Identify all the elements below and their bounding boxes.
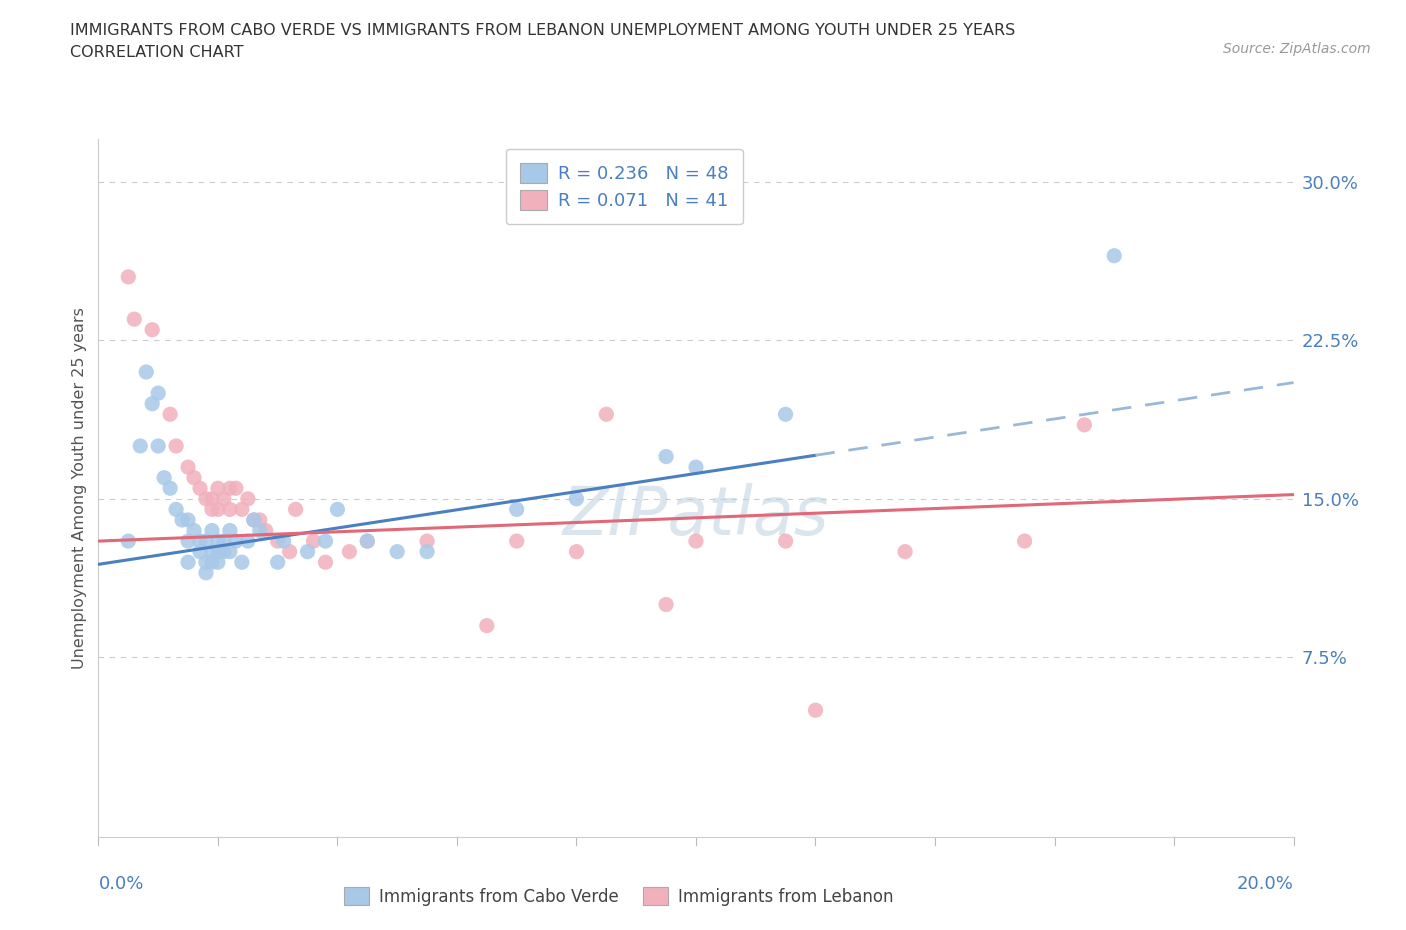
Point (655, 449, 678, 464)
Point (177, 534, 200, 549)
Point (894, 544, 917, 559)
Point (188, 544, 211, 559)
Point (284, 502, 307, 517)
Point (219, 502, 242, 517)
Point (315, 555, 337, 570)
Point (212, 544, 235, 559)
Text: ZIPatlas: ZIPatlas (562, 484, 830, 549)
Point (475, 618, 498, 633)
Point (201, 491, 224, 506)
Point (267, 555, 290, 570)
Point (177, 459, 200, 474)
Point (148, 386, 170, 401)
Point (201, 523, 224, 538)
Point (243, 512, 266, 527)
Point (565, 491, 588, 506)
Point (326, 502, 349, 517)
Point (595, 406, 617, 421)
Text: Source: ZipAtlas.com: Source: ZipAtlas.com (1223, 42, 1371, 56)
Point (183, 523, 205, 538)
Point (117, 534, 139, 549)
Point (201, 555, 224, 570)
Point (159, 406, 181, 421)
Point (416, 544, 439, 559)
Point (231, 555, 253, 570)
Point (141, 323, 163, 338)
Point (177, 555, 200, 570)
Point (249, 512, 271, 527)
Point (775, 534, 797, 549)
Point (506, 534, 529, 549)
Point (775, 406, 797, 421)
Point (356, 534, 378, 549)
Point (148, 439, 170, 454)
Point (1073, 418, 1095, 432)
Point (183, 471, 205, 485)
Point (207, 555, 229, 570)
Point (339, 544, 360, 559)
Point (219, 544, 242, 559)
Point (655, 597, 678, 612)
Point (685, 534, 707, 549)
Point (135, 365, 157, 379)
Point (165, 502, 187, 517)
Point (267, 534, 290, 549)
Point (236, 534, 259, 549)
Point (231, 502, 253, 517)
Point (1104, 248, 1126, 263)
Point (195, 534, 218, 549)
Point (249, 523, 271, 538)
Point (225, 534, 247, 549)
Point (297, 544, 319, 559)
Point (195, 565, 218, 580)
Point (207, 534, 229, 549)
Text: CORRELATION CHART: CORRELATION CHART (70, 45, 243, 60)
Point (201, 502, 224, 517)
Point (141, 396, 163, 411)
Point (129, 439, 152, 454)
Point (177, 512, 200, 527)
Point (207, 544, 229, 559)
Point (159, 481, 181, 496)
Point (1014, 534, 1036, 549)
Point (506, 502, 529, 517)
Point (201, 544, 224, 559)
Text: IMMIGRANTS FROM CABO VERDE VS IMMIGRANTS FROM LEBANON UNEMPLOYMENT AMONG YOUTH U: IMMIGRANTS FROM CABO VERDE VS IMMIGRANTS… (70, 23, 1015, 38)
Point (385, 544, 409, 559)
Point (207, 502, 229, 517)
Point (685, 459, 707, 474)
Point (219, 481, 242, 496)
Point (243, 512, 266, 527)
Point (117, 270, 139, 285)
Point (212, 491, 235, 506)
Text: 0.0%: 0.0% (98, 875, 143, 893)
Point (273, 534, 295, 549)
Point (236, 491, 259, 506)
Point (416, 534, 439, 549)
Point (188, 481, 211, 496)
Point (565, 544, 588, 559)
Point (278, 544, 301, 559)
Point (356, 534, 378, 549)
Legend: R = 0.236   N = 48, R = 0.071   N = 41: R = 0.236 N = 48, R = 0.071 N = 41 (506, 149, 742, 224)
Point (302, 534, 325, 549)
Text: 20.0%: 20.0% (1237, 875, 1294, 893)
Point (219, 523, 242, 538)
Point (188, 534, 211, 549)
Point (804, 703, 827, 718)
Point (195, 555, 218, 570)
Point (225, 481, 247, 496)
Point (153, 471, 176, 485)
Point (195, 491, 218, 506)
Point (124, 312, 146, 326)
Point (165, 439, 187, 454)
Point (212, 534, 235, 549)
Point (172, 512, 194, 527)
Point (207, 481, 229, 496)
Y-axis label: Unemployment Among Youth under 25 years: Unemployment Among Youth under 25 years (72, 307, 87, 670)
Legend: Immigrants from Cabo Verde, Immigrants from Lebanon: Immigrants from Cabo Verde, Immigrants f… (337, 881, 900, 912)
Point (315, 534, 337, 549)
Point (254, 523, 277, 538)
